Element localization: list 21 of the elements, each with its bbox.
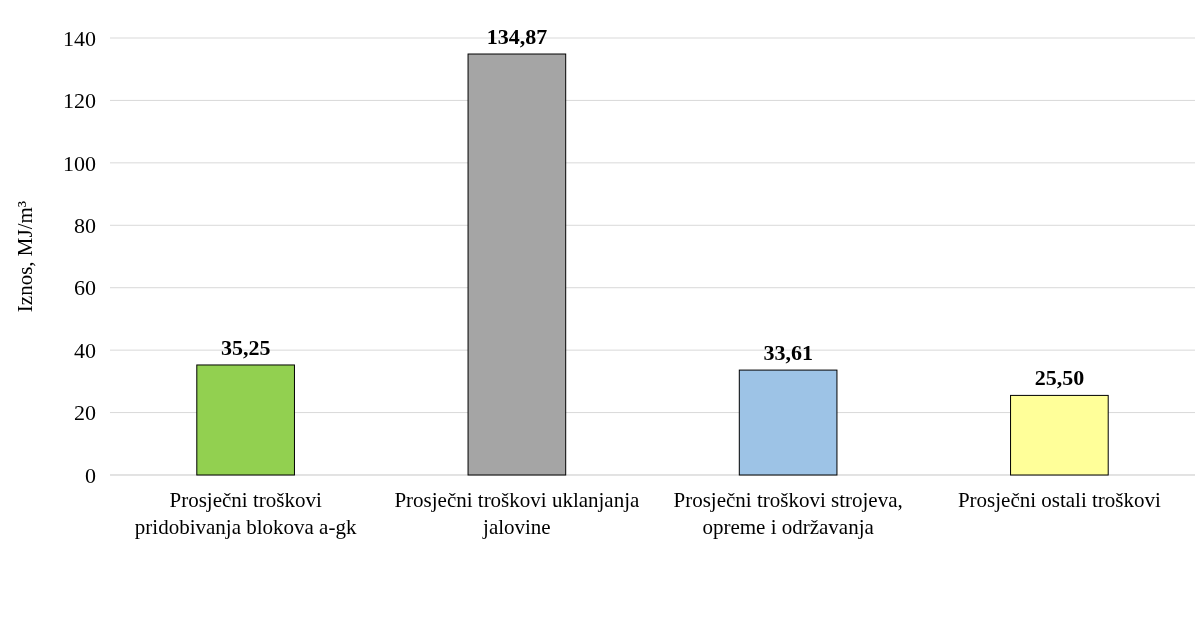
data-label: 35,25 (220, 334, 271, 360)
x-tick-label: Prosječni ostali troškovi (957, 488, 1162, 512)
bar (467, 53, 567, 476)
x-tick-label: Prosječni troškovi pridobivanja blokova a-gk (134, 488, 357, 539)
y-axis-title: Iznos, MJ/m³ (13, 200, 37, 313)
data-label: 33,61 (763, 340, 813, 366)
y-tick-label: 20 (74, 400, 96, 426)
x-tick-label: Prosječni troškovi strojeva, opreme i održavanja (673, 488, 903, 539)
y-tick-label: 80 (74, 212, 96, 238)
y-tick-label: 140 (63, 25, 96, 51)
y-tick-label: 40 (74, 337, 96, 363)
y-tick-label: 60 (74, 275, 96, 301)
data-label: 25,50 (1034, 365, 1085, 391)
y-tick-label: 0 (85, 462, 96, 488)
y-tick-label: 120 (63, 88, 96, 114)
bar (1010, 394, 1109, 476)
data-label: 134,87 (486, 24, 548, 50)
bar (738, 369, 838, 476)
x-tick-label: Prosječni troškovi uklanjanja jalovine (394, 488, 641, 539)
bar (196, 364, 295, 476)
y-tick-label: 100 (63, 150, 96, 176)
